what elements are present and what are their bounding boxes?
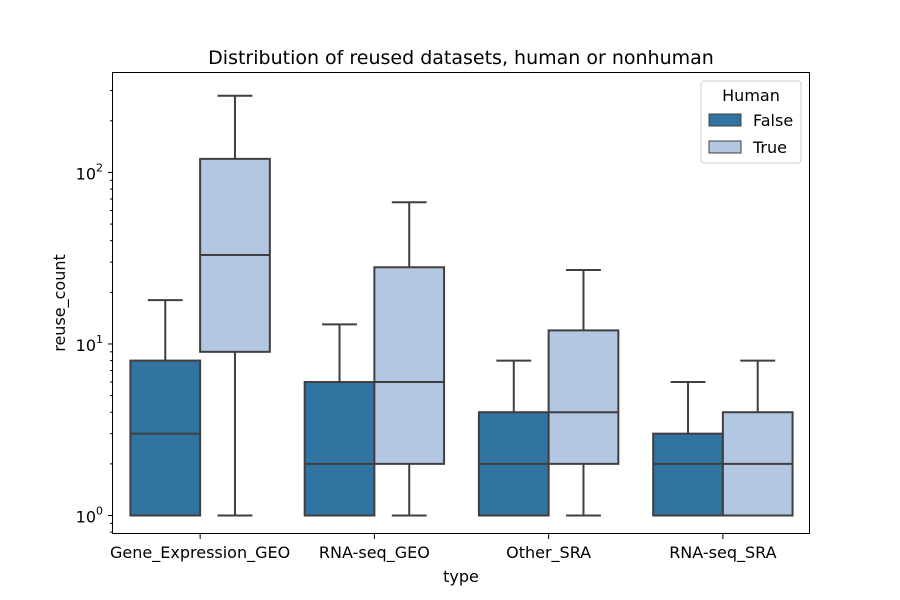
legend-label: False <box>753 111 793 130</box>
box-iqr <box>129 359 202 517</box>
legend-title: Human <box>722 86 780 105</box>
x-tick-label: RNA-seq_SRA <box>669 543 776 563</box>
x-axis-label: type <box>443 567 479 586</box>
box-false-0 <box>129 299 202 517</box>
y-axis: 100 101 102 <box>76 90 113 533</box>
legend-entry-false: False <box>708 111 793 130</box>
y-tick-label: 102 <box>76 161 103 183</box>
x-tick-label: Other_SRA <box>506 543 591 563</box>
box-iqr <box>303 381 376 517</box>
box-false-2 <box>477 359 550 517</box>
x-axis: Gene_Expression_GEO RNA-seq_GEO Other_SRA R… <box>110 534 777 563</box>
box-iqr <box>547 329 620 465</box>
box-true-1 <box>373 201 446 517</box>
y-tick-label: 100 <box>76 504 103 526</box>
axes-frame <box>112 72 810 534</box>
box-true-3 <box>721 359 794 517</box>
chart-title: Distribution of reused datasets, human o… <box>208 47 714 69</box>
box-true-0 <box>199 94 271 517</box>
x-tick-label: Gene_Expression_GEO <box>110 543 290 563</box>
x-tick-label: RNA-seq_GEO <box>319 543 430 563</box>
legend-label: True <box>752 138 787 157</box>
box-iqr <box>652 432 724 517</box>
legend-entry-true: True <box>708 138 787 157</box>
legend-swatch <box>708 113 742 127</box>
legend-swatch <box>708 140 742 154</box>
y-axis-label: reuse_count <box>50 254 70 352</box>
legend: Human False True <box>700 80 802 164</box>
box-false-1 <box>303 323 376 517</box>
box-true-2 <box>547 268 620 517</box>
box-false-3 <box>652 381 724 517</box>
plot-area <box>129 94 794 517</box>
box-iqr <box>373 266 446 465</box>
y-tick-label: 101 <box>76 333 103 355</box>
